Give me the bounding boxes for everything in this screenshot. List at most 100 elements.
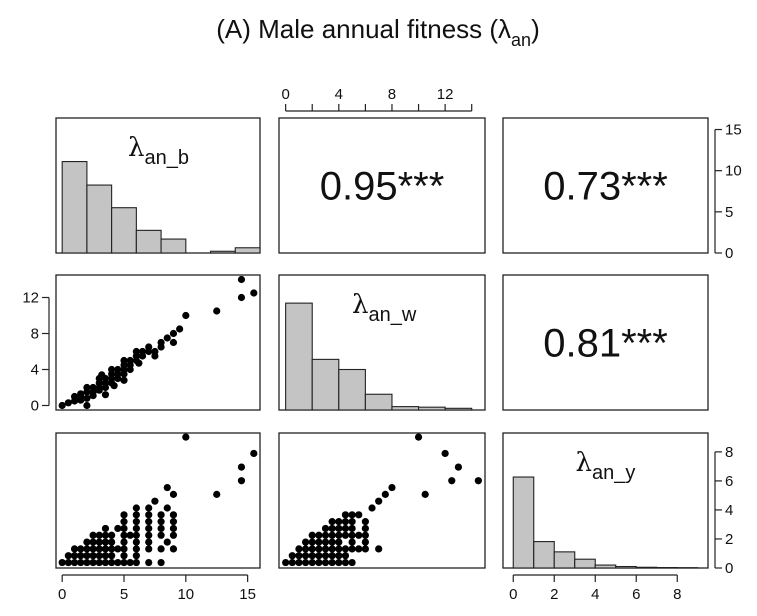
scatter-point-w-y-57: [341, 518, 350, 526]
scatter-point-b-y-55: [157, 531, 165, 539]
scatter-point-b-y-60: [132, 524, 140, 533]
scatter-point-b-w-59: [135, 359, 143, 367]
scatter-point-w-y-6: [321, 558, 330, 567]
scatter-point-b-y-34: [132, 545, 140, 553]
scatter-point-b-y-7: [101, 558, 110, 567]
scatter-point-b-y-33: [120, 545, 128, 553]
x-axis-bottom-col2-tick-label-3: 6: [632, 586, 640, 603]
scatter-point-b-w-32: [126, 365, 134, 374]
y-axis-left-row1-tick-label-2: 8: [31, 326, 39, 343]
scatter-point-w-y-72: [414, 433, 423, 441]
x-axis-bottom-col0-tick-label-3: 15: [239, 586, 256, 603]
scatter-point-w-y-49: [321, 524, 330, 533]
scatter-point-b-y-29: [95, 545, 103, 553]
scatter-point-b-w-7: [83, 383, 91, 392]
scatter-point-w-y-52: [341, 524, 350, 533]
scatter-point-b-y-39: [89, 538, 97, 546]
scatter-point-w-y-53: [348, 524, 356, 533]
scatter-point-b-y-6: [95, 558, 103, 567]
scatter-point-b-y-36: [157, 545, 165, 553]
scatter-point-w-y-14: [308, 552, 316, 560]
panel-frame-r0-c1: [278, 117, 486, 254]
scatter-point-b-w-58: [98, 371, 106, 379]
scatter-point-b-y-84: [182, 433, 190, 441]
histogram-bar-0-7: [234, 247, 261, 254]
scatter-point-b-y-13: [145, 558, 153, 567]
scatter-point-w-y-39: [361, 538, 369, 546]
scatter-point-w-y-17: [328, 552, 336, 560]
scatter-point-w-y-28: [348, 545, 356, 553]
histogram-bar-1-4: [391, 406, 420, 411]
scatter-point-w-y-70: [441, 449, 449, 458]
chart-title-subscript: an: [511, 30, 531, 50]
scatter-point-b-y-44: [132, 538, 140, 546]
scatter-point-b-y-5: [89, 558, 97, 567]
scatter-point-b-y-69: [120, 511, 128, 519]
scatter-point-b-y-71: [145, 511, 153, 519]
scatter-point-b-y-27: [83, 545, 91, 553]
scatter-point-b-y-80: [213, 490, 221, 498]
scatter-point-b-y-26: [77, 545, 85, 553]
scatter-point-w-y-40: [308, 531, 316, 539]
scatter-point-b-y-49: [101, 531, 110, 539]
scatter-point-b-y-31: [108, 545, 116, 553]
scatter-point-b-y-11: [126, 558, 134, 567]
scatter-point-w-y-45: [341, 531, 350, 539]
scatter-point-b-y-1: [64, 558, 72, 567]
scatter-point-b-y-83: [250, 449, 258, 458]
variable-symbol-0: λ: [128, 133, 144, 163]
scatter-point-b-w-37: [138, 352, 147, 360]
scatter-point-b-y-20: [95, 552, 103, 560]
chart-title-main: (A) Male annual fitness (λ: [216, 14, 511, 44]
scatter-point-b-y-59: [120, 524, 128, 533]
scatter-point-b-y-43: [120, 538, 128, 546]
scatter-point-w-y-3: [301, 558, 310, 567]
panel-frame-r2-c0: [55, 432, 261, 569]
scatter-point-b-y-52: [126, 531, 134, 539]
scatter-point-w-y-58: [348, 518, 356, 526]
scatter-point-b-y-8: [108, 558, 116, 567]
scatter-point-b-y-12: [132, 558, 140, 567]
correlation-value-2: 0.81***: [543, 322, 668, 366]
scatter-point-w-y-46: [348, 531, 356, 539]
scatter-point-w-y-67: [421, 490, 429, 498]
scatter-point-w-y-5: [315, 558, 323, 567]
scatter-point-w-y-31: [375, 545, 383, 553]
scatter-point-b-y-78: [169, 490, 178, 498]
scatter-point-b-y-35: [145, 545, 153, 553]
correlation-value-1: 0.73***: [543, 165, 668, 209]
scatter-point-b-y-10: [120, 558, 128, 567]
scatter-point-w-y-7: [328, 558, 336, 567]
scatter-point-b-y-79: [163, 483, 171, 492]
scatter-point-w-y-59: [361, 518, 369, 526]
scatter-point-b-w-5: [77, 396, 85, 404]
scatter-point-b-y-64: [120, 518, 128, 526]
histogram-bar-0-3: [135, 229, 162, 254]
scatter-point-b-y-48: [95, 531, 103, 539]
scatter-point-b-w-47: [176, 325, 184, 333]
scatter-point-b-y-15: [64, 552, 72, 560]
y-axis-right-row2-tick-label-1: 2: [725, 531, 733, 548]
scatter-point-b-w-3: [70, 392, 79, 401]
scatter-point-b-w-51: [237, 293, 246, 302]
scatter-point-w-y-8: [335, 558, 343, 567]
scatter-point-w-y-10: [348, 558, 356, 567]
scatter-point-b-y-32: [114, 545, 122, 553]
histogram-bar-1-5: [417, 406, 446, 411]
scatter-point-w-y-60: [341, 511, 350, 519]
scatter-point-b-w-35: [132, 347, 140, 356]
scatter-point-w-y-0: [282, 558, 290, 567]
scatter-point-b-y-72: [157, 511, 165, 519]
chart-title: (A) Male annual fitness (λan): [216, 14, 540, 50]
scatter-point-w-y-69: [454, 463, 463, 471]
scatter-point-b-w-15: [95, 386, 103, 394]
scatter-point-b-w-54: [101, 391, 110, 399]
scatter-point-b-w-48: [182, 311, 190, 320]
variable-label-0: λan_b: [128, 133, 189, 169]
scatter-point-b-y-25: [70, 545, 79, 553]
scatter-point-w-y-41: [315, 531, 323, 539]
histogram-bar-2-0: [512, 476, 535, 569]
scatter-point-b-w-8: [83, 394, 91, 402]
scatter-point-b-y-76: [163, 504, 171, 512]
scatter-point-b-y-75: [145, 504, 153, 512]
